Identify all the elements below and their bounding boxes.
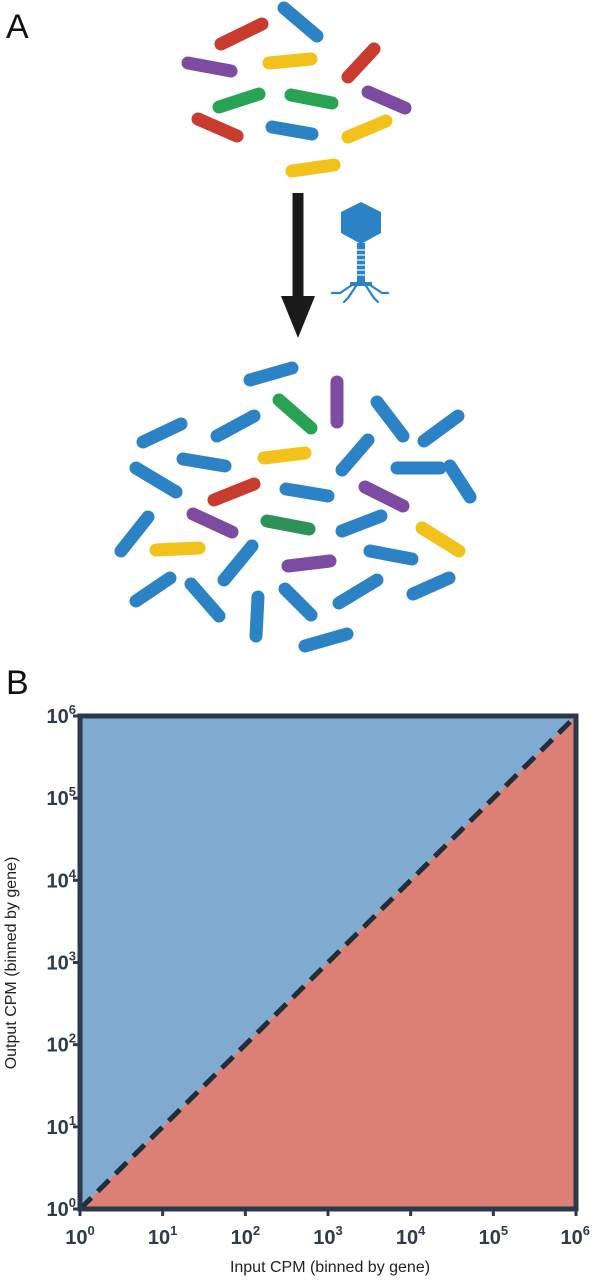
bacterium-blue xyxy=(265,120,319,141)
x-axis-label: Input CPM (binned by gene) xyxy=(230,1259,430,1276)
bacterium-blue xyxy=(243,361,299,387)
bacterium-blue xyxy=(370,395,410,443)
bacterium-blue xyxy=(278,582,318,622)
bacterium-purple xyxy=(358,480,410,513)
bacterium-yellow xyxy=(341,114,393,144)
bacterium-blue xyxy=(363,544,419,566)
x-tick-label: 106 xyxy=(561,1223,590,1249)
bacterium-yellow xyxy=(285,158,341,178)
bacterium-blue xyxy=(249,590,265,643)
bacterium-blue xyxy=(114,510,155,558)
bacterium-yellow xyxy=(257,446,312,465)
bacteria-population-icon xyxy=(114,361,477,653)
bacteria-population-icon xyxy=(181,1,412,178)
y-tick-label: 100 xyxy=(47,1195,76,1221)
phage-baseplate xyxy=(350,282,372,286)
bacterium-blue xyxy=(277,1,324,43)
diagonal-line xyxy=(78,714,578,1211)
panel-a-label: A xyxy=(6,8,29,46)
bacterium-green xyxy=(272,393,318,435)
y-axis-label: Output CPM (binned by gene) xyxy=(3,857,20,1070)
bacterium-blue xyxy=(443,459,477,504)
y-tick-label: 104 xyxy=(47,866,77,892)
bacterium-blue xyxy=(210,409,261,443)
y-tick-label: 105 xyxy=(47,784,76,810)
x-tick-label: 102 xyxy=(231,1223,260,1249)
bacterium-blue xyxy=(129,461,183,499)
bacterium-red xyxy=(191,112,244,143)
bacterium-blue xyxy=(298,627,354,653)
x-tick-label: 100 xyxy=(65,1223,94,1249)
bacterium-blue xyxy=(335,433,375,477)
panel-b-label: B xyxy=(6,664,29,702)
y-tick-label: 102 xyxy=(47,1031,76,1057)
bacterium-purple xyxy=(361,85,412,115)
y-axis-ticks: 100 101 102 103 104 105 106 xyxy=(47,702,80,1221)
phage-tail-fibers xyxy=(330,283,390,304)
x-tick-label: 101 xyxy=(148,1223,177,1249)
bacterium-yellow xyxy=(262,52,318,70)
bacterium-blue xyxy=(136,417,188,449)
phage-head xyxy=(341,202,381,244)
bacterium-dark_green xyxy=(260,514,316,536)
bacterium-red xyxy=(207,477,261,507)
bacterium-green xyxy=(284,88,339,110)
down-arrow-icon xyxy=(281,193,315,338)
x-axis-ticks: 100 101 102 103 104 105 106 xyxy=(65,1209,590,1249)
region-below-diagonal xyxy=(80,716,576,1209)
bacterium-yellow xyxy=(149,541,206,557)
x-tick-label: 104 xyxy=(396,1223,426,1249)
bacterium-purple xyxy=(186,507,239,539)
bacterium-blue xyxy=(417,409,465,448)
bacterium-blue xyxy=(406,571,456,601)
bacteriophage-icon xyxy=(330,202,390,304)
bacterium-green xyxy=(212,87,266,114)
y-tick-label: 106 xyxy=(47,702,76,728)
bacterium-blue xyxy=(217,539,259,587)
bacterium-red xyxy=(341,42,381,84)
phage-tail-rings xyxy=(356,249,366,276)
bacterium-blue xyxy=(335,509,388,538)
x-tick-label: 103 xyxy=(313,1223,342,1249)
bacterium-red xyxy=(214,17,269,51)
chart-plot xyxy=(77,713,579,1212)
y-tick-label: 103 xyxy=(47,949,76,975)
bacterium-yellow xyxy=(415,521,466,558)
x-tick-label: 105 xyxy=(479,1223,508,1249)
bacterium-purple xyxy=(281,554,337,573)
phage-tail xyxy=(357,243,365,283)
bacterium-purple xyxy=(181,56,238,78)
bacterium-blue xyxy=(176,452,232,473)
bacterium-blue xyxy=(279,482,335,503)
bacterium-blue xyxy=(184,577,226,623)
y-tick-label: 101 xyxy=(47,1113,76,1139)
bacterium-blue xyxy=(332,573,384,610)
arrow-head xyxy=(281,296,315,338)
bacterium-blue xyxy=(129,571,177,608)
